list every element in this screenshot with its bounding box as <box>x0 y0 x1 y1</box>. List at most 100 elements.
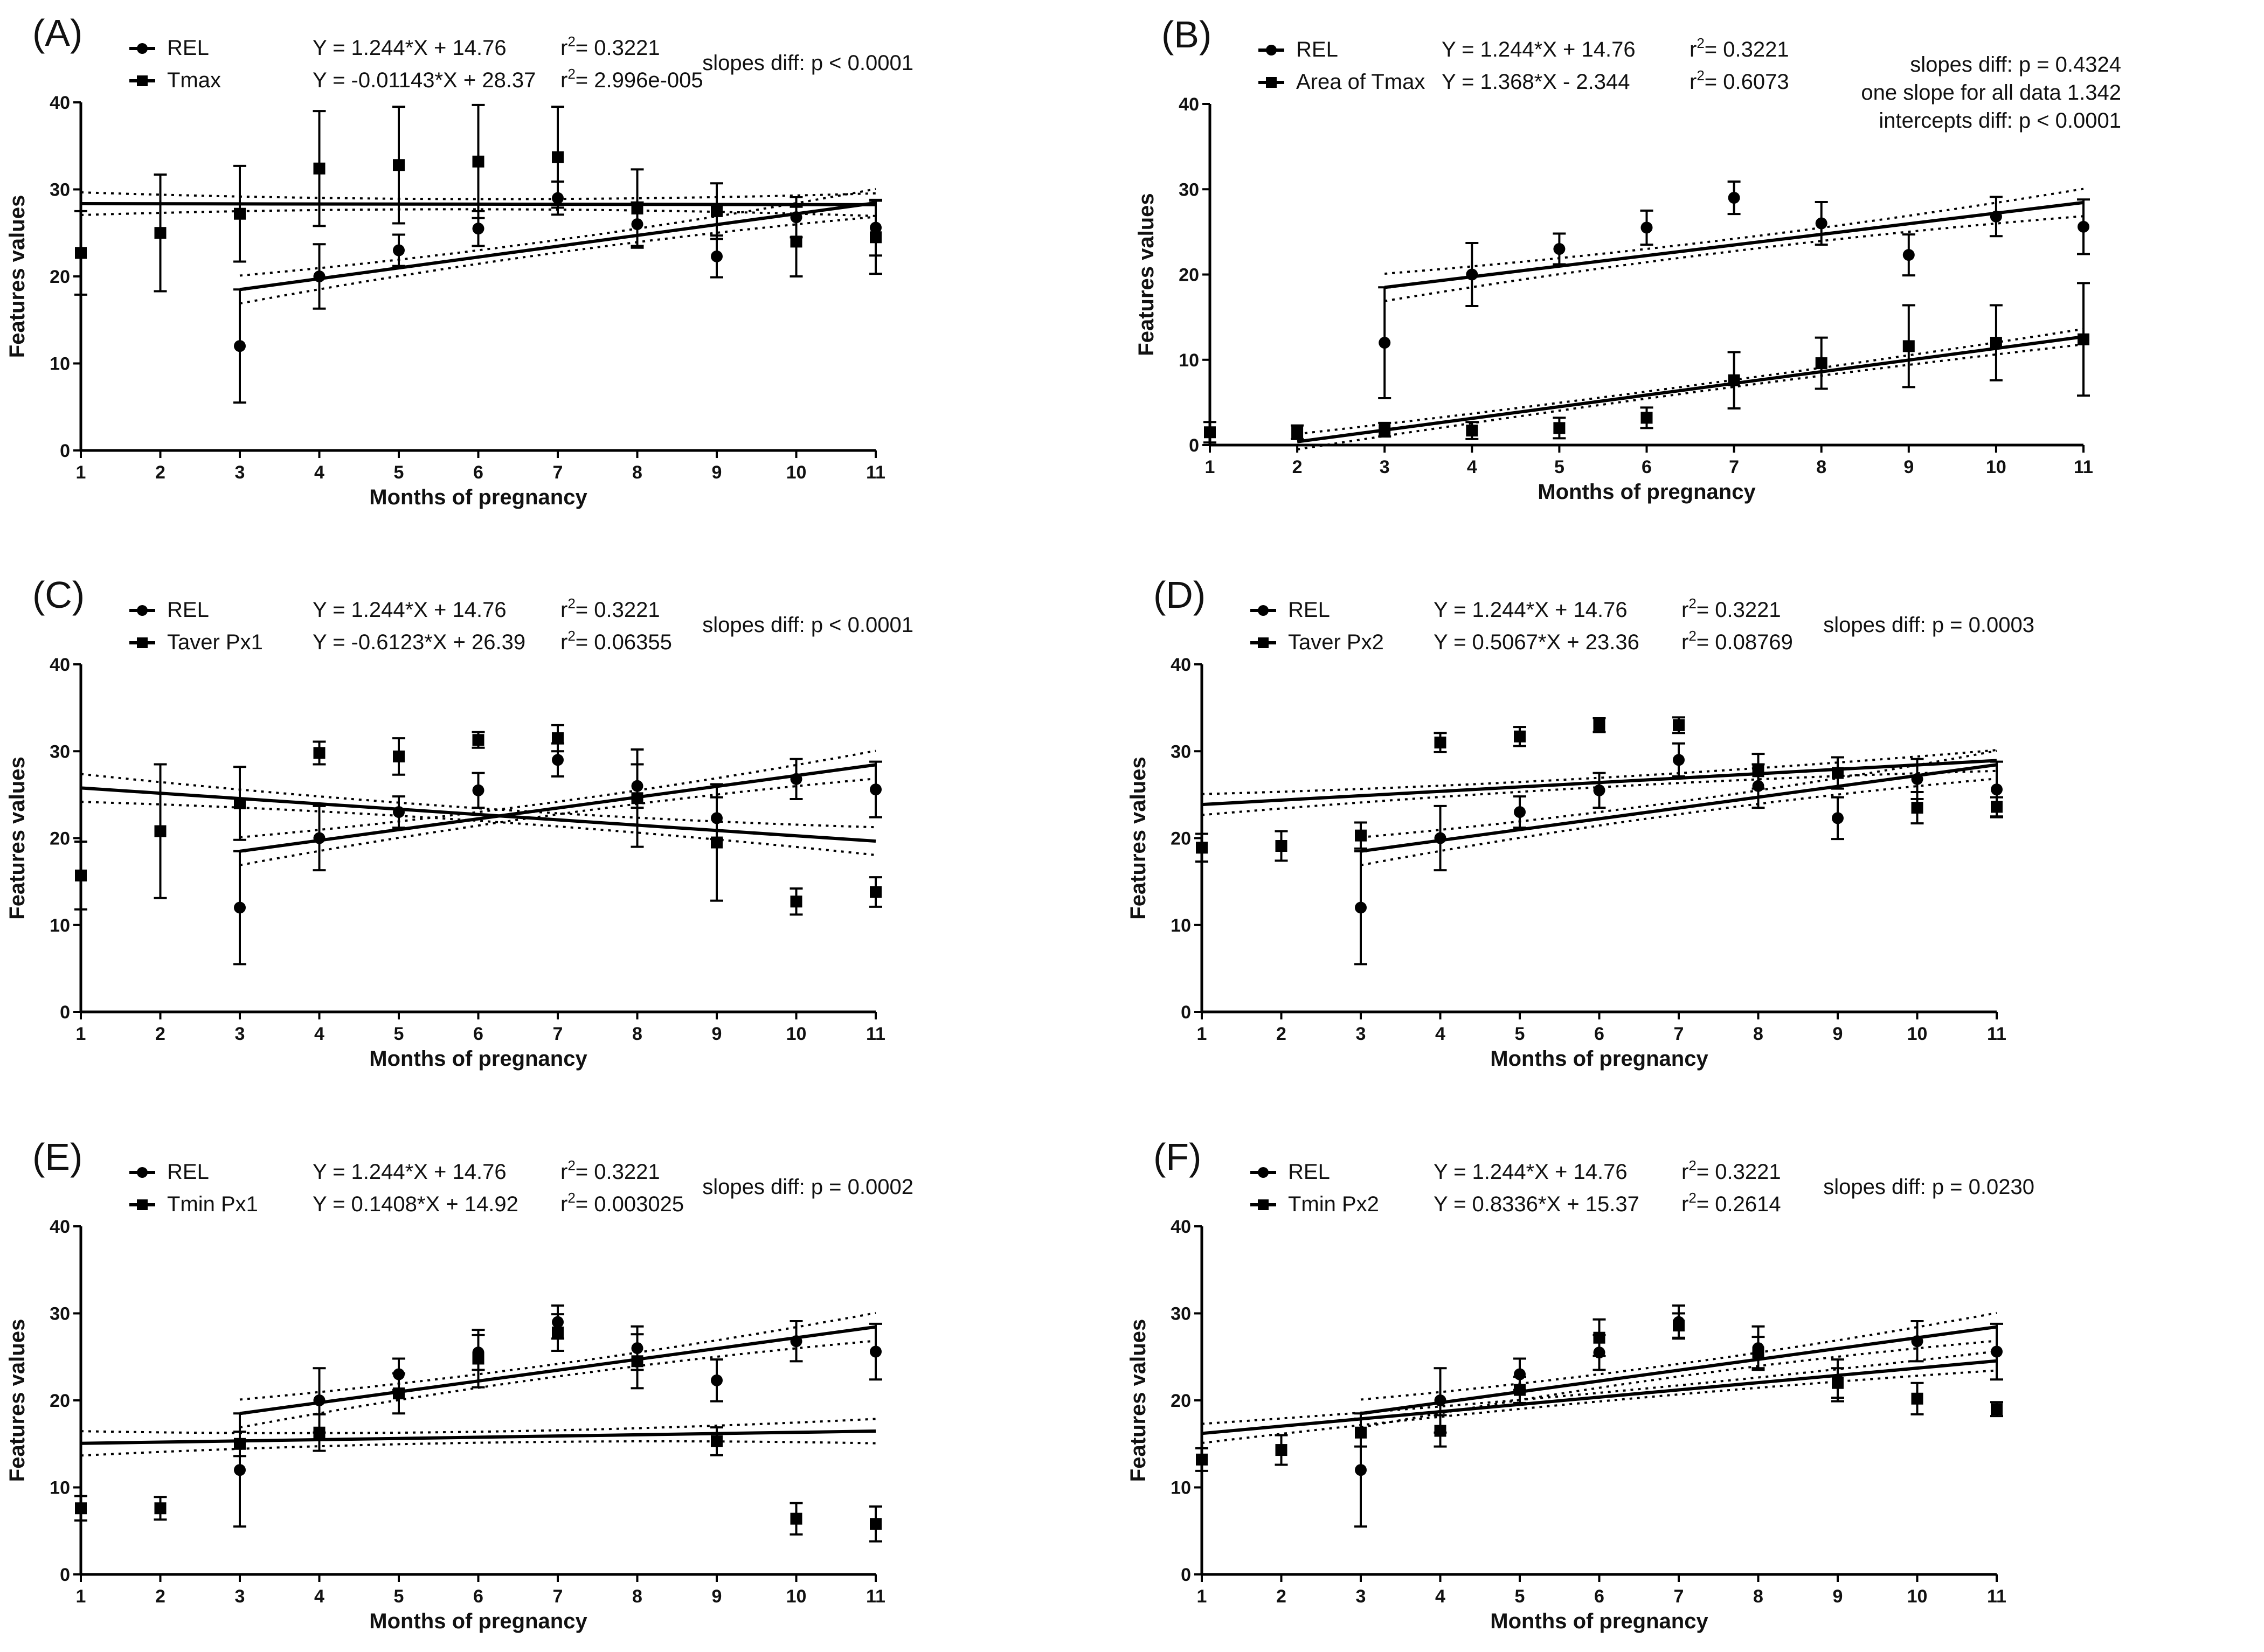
data-point-square <box>711 205 723 217</box>
x-tick-label: 4 <box>1435 1024 1445 1044</box>
statistics-note: slopes diff: p < 0.0001 <box>702 613 913 637</box>
x-tick-label: 6 <box>1642 457 1652 477</box>
data-point-square <box>1291 426 1304 439</box>
r-squared-value: r2= 0.2614 <box>1681 1190 1781 1216</box>
x-tick-label: 10 <box>1986 457 2006 477</box>
ci-lower-line <box>1384 215 2084 302</box>
data-point-circle <box>1815 217 1827 230</box>
data-point-square <box>631 1355 643 1368</box>
data-point-circle <box>1355 1464 1367 1476</box>
regression-equation: Y = 1.244*X + 14.76 <box>1442 38 1636 61</box>
r-squared-value: r2= 0.3221 <box>560 595 660 622</box>
regression-line <box>1201 759 1997 807</box>
series-taver-px2 <box>1195 716 2003 863</box>
x-tick-label: 6 <box>473 1586 483 1607</box>
data-point-square <box>1832 1377 1844 1389</box>
ci-upper-line <box>1201 1350 1997 1425</box>
regression-line <box>239 1325 876 1415</box>
data-point-circle <box>1902 249 1915 261</box>
chart-panel-d: (D) 0 10 20 30 40 1 2 3 4 5 6 7 8 9 10 11 Months of pregn… <box>1126 574 2034 1071</box>
y-tick-label: 40 <box>1171 1217 1191 1237</box>
legend-label: Taver Px2 <box>1288 630 1384 654</box>
regression-equation: Y = 1.244*X + 14.76 <box>1434 598 1628 622</box>
data-point-circle <box>870 1345 882 1358</box>
data-point-square <box>790 235 802 248</box>
ci-lower-line <box>1201 1369 1997 1445</box>
data-point-square <box>472 155 484 168</box>
series-rel <box>233 180 882 404</box>
y-axis-title: Features values <box>5 756 29 919</box>
data-point-circle <box>1640 221 1653 234</box>
regression-equation: Y = 1.244*X + 14.76 <box>1434 1160 1628 1184</box>
data-point-circle <box>313 270 326 282</box>
data-point-square <box>234 797 246 809</box>
x-tick-label: 8 <box>1753 1586 1763 1607</box>
x-tick-label: 2 <box>1276 1024 1286 1044</box>
regression-line <box>80 1429 876 1445</box>
panel-label: (D) <box>1153 574 1206 616</box>
x-tick-label: 9 <box>712 1024 722 1044</box>
y-axis-title: Features values <box>1126 756 1150 919</box>
legend-entry: REL Y = 1.244*X + 14.76 r2= 0.3221 <box>129 595 660 622</box>
y-tick-label: 0 <box>60 441 70 461</box>
ci-lower-line <box>80 801 876 856</box>
x-tick-label: 10 <box>1907 1586 1928 1607</box>
x-tick-label: 8 <box>1816 457 1826 477</box>
ci-lower-line <box>1360 1339 1997 1429</box>
legend-square-marker <box>137 1199 148 1210</box>
x-tick-label: 11 <box>866 462 885 483</box>
x-tick-label: 5 <box>1515 1586 1525 1607</box>
regression-line <box>1360 1325 1997 1415</box>
data-point-square <box>154 825 167 837</box>
data-point-square <box>870 886 882 898</box>
chart-panel-f: (F) 0 10 20 30 40 1 2 3 4 5 6 7 8 9 10 11 Months of pregn… <box>1126 1136 2034 1633</box>
r-squared-value: r2= 0.3221 <box>560 33 660 60</box>
series-rel <box>1354 742 2003 966</box>
ci-upper-line <box>1360 1311 1997 1401</box>
regression-line <box>1384 200 2084 289</box>
data-point-circle <box>2078 220 2089 233</box>
y-tick-label: 10 <box>1171 1478 1191 1498</box>
data-point-circle <box>1673 754 1685 766</box>
x-tick-label: 3 <box>1380 457 1390 477</box>
x-tick-label: 10 <box>786 1586 807 1607</box>
x-tick-label: 3 <box>1356 1586 1366 1607</box>
legend-entry: Tmin Px2 Y = 0.8336*X + 15.37 r2= 0.2614 <box>1250 1190 1781 1216</box>
y-tick-label: 0 <box>1189 435 1199 456</box>
ci-upper-line <box>239 749 876 839</box>
y-tick-label: 20 <box>1171 829 1191 849</box>
regression-equation: Y = 0.1408*X + 14.92 <box>313 1192 518 1216</box>
data-point-circle <box>472 784 484 796</box>
data-point-circle <box>1355 901 1367 914</box>
y-tick-label: 0 <box>60 1002 70 1023</box>
data-point-circle <box>1593 784 1605 796</box>
legend-label: REL <box>167 1160 209 1184</box>
legend-circle-marker <box>1266 45 1277 55</box>
x-tick-label: 1 <box>76 1586 86 1607</box>
legend-circle-marker <box>1258 1167 1269 1178</box>
data-point-square <box>1204 426 1216 439</box>
y-tick-label: 20 <box>50 1391 70 1411</box>
data-point-square <box>1991 801 2003 813</box>
legend-label: Tmax <box>167 68 221 92</box>
data-point-square <box>1673 719 1685 731</box>
chart-panel-a: (A) 0 10 20 30 40 1 2 3 4 5 6 7 8 9 10 11 Months of pregn… <box>5 12 913 509</box>
data-point-circle <box>313 1394 326 1406</box>
data-point-square <box>393 1387 405 1400</box>
y-tick-label: 0 <box>1181 1002 1191 1023</box>
data-point-square <box>1991 1403 2003 1415</box>
x-tick-label: 8 <box>1753 1024 1763 1044</box>
x-tick-label: 6 <box>1594 1586 1604 1607</box>
data-point-square <box>472 1352 484 1365</box>
data-point-square <box>870 1518 882 1530</box>
data-point-circle <box>1911 773 1923 785</box>
x-tick-label: 4 <box>314 1586 324 1607</box>
data-point-circle <box>393 244 405 256</box>
legend-entry: Taver Px2 Y = 0.5067*X + 23.36 r2= 0.08769 <box>1250 628 1793 654</box>
x-tick-label: 7 <box>1674 1024 1684 1044</box>
y-tick-label: 30 <box>1171 1304 1191 1324</box>
data-point-circle <box>1991 783 2003 796</box>
data-point-square <box>711 836 723 849</box>
y-axis-title: Features values <box>1126 1319 1150 1482</box>
x-tick-label: 7 <box>1729 457 1739 477</box>
